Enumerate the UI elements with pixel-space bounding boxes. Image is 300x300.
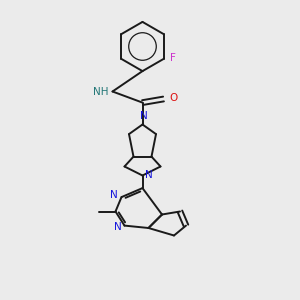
- Text: N: N: [145, 170, 153, 181]
- Text: N: N: [114, 222, 122, 232]
- Text: F: F: [170, 52, 176, 63]
- Text: O: O: [169, 93, 178, 103]
- Text: N: N: [140, 111, 147, 121]
- Text: N: N: [110, 190, 118, 200]
- Text: NH: NH: [93, 86, 109, 97]
